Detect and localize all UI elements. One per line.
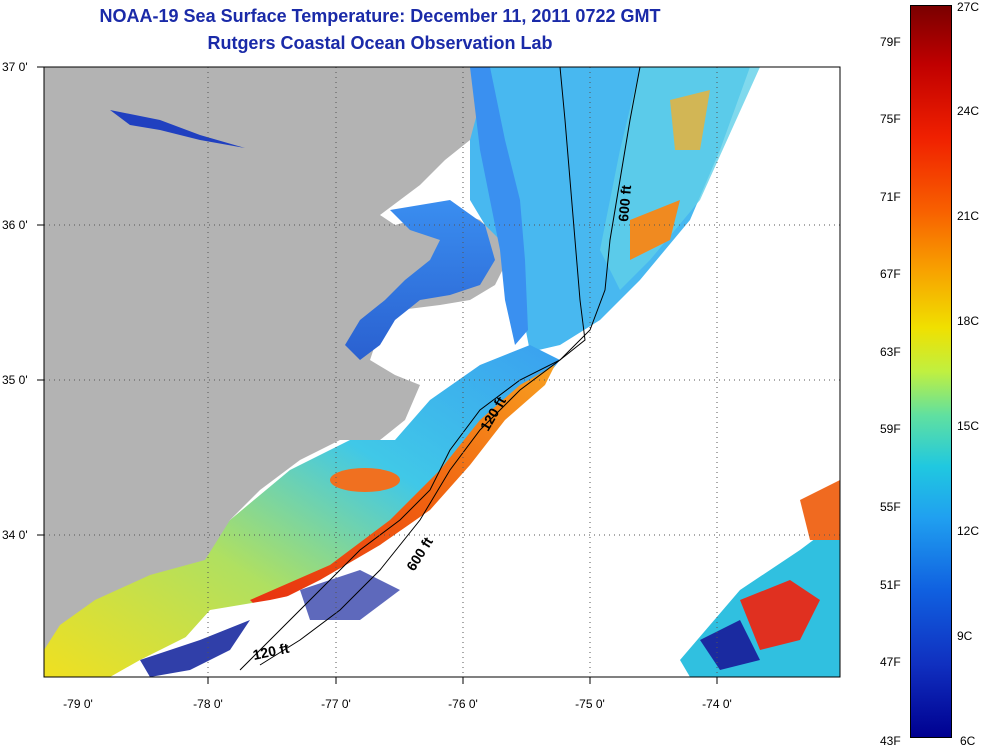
temperature-colorbar (910, 5, 952, 738)
colorbar-f-label: 75F (880, 112, 901, 126)
lat-label: 35 0' (2, 373, 28, 387)
lon-label: -78 0' (193, 697, 223, 711)
colorbar-c-label: 21C (957, 209, 980, 223)
colorbar-f-label: 51F (880, 578, 901, 592)
pamlico-sound (345, 200, 495, 360)
contour-120ft (239, 67, 586, 671)
lat-label: 36 0' (2, 218, 28, 232)
map-frame (43, 66, 841, 678)
lat-label: 37 0' (2, 60, 28, 74)
warm-patch-north (630, 200, 680, 260)
lon-label: -75 0' (575, 697, 605, 711)
inland-lake (110, 110, 245, 148)
colorbar-f-label: 63F (880, 345, 901, 359)
warm-patch-ne (670, 90, 710, 150)
axis-ticks (37, 66, 718, 684)
land-area (44, 67, 505, 650)
lon-label: -77 0' (321, 697, 351, 711)
colorbar-f-label: 59F (880, 422, 901, 436)
colorbar-f-label: 79F (880, 35, 901, 49)
colorbar-c-label: 24C (957, 104, 980, 118)
lon-label: -74 0' (702, 697, 732, 711)
warm-stream-band (250, 365, 555, 610)
colorbar-c-label: 9C (957, 629, 973, 643)
colorbar-c-label: 18C (957, 314, 980, 328)
warm-patch-se-edge (800, 480, 840, 540)
colorbar-c-label: 6C (960, 734, 976, 748)
colorbar-c-label: 15C (957, 419, 980, 433)
colorbar-f-label: 47F (880, 655, 901, 669)
cold-pixels-mid (300, 570, 400, 620)
contour-label-600ft-north: 600 ft (615, 184, 634, 222)
warm-eddy (330, 468, 400, 492)
lon-label: -76 0' (448, 697, 478, 711)
graticule (44, 67, 840, 677)
colorbar-f-label: 43F (880, 734, 901, 748)
lon-label: -79 0' (63, 697, 93, 711)
cold-pixels-south (140, 620, 250, 677)
map-subtitle: Rutgers Coastal Ocean Observation Lab (207, 33, 553, 53)
cold-patch-se (700, 620, 760, 670)
colorbar-c-label: 12C (957, 524, 980, 538)
contour-600ft (259, 67, 641, 666)
contour-label-120ft-south: 120 ft (251, 640, 290, 663)
colorbar-f-label: 71F (880, 190, 901, 204)
map-title: NOAA-19 Sea Surface Temperature: Decembe… (99, 6, 661, 26)
warm-patch-se (740, 580, 820, 650)
barrier-island-waters (470, 67, 528, 345)
colorbar-f-label: 67F (880, 267, 901, 281)
lat-label: 34 0' (2, 528, 28, 542)
coastal-water-band (44, 345, 560, 677)
colorbar-f-label: 55F (880, 500, 901, 514)
colorbar-c-label: 27C (957, 0, 980, 14)
